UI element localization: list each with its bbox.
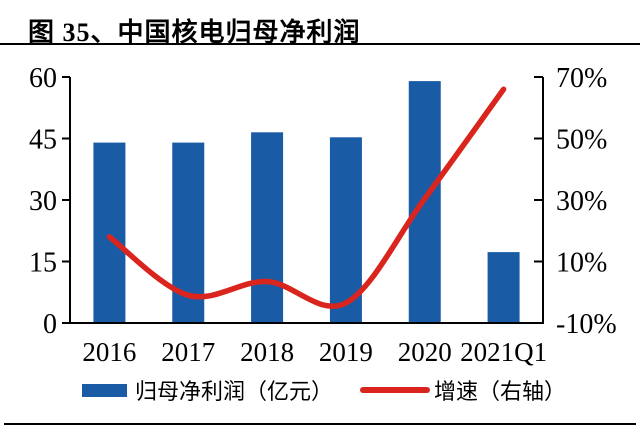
legend-bar-label: 归母净利润（亿元）	[135, 379, 334, 404]
x-axis-label-2020: 2020	[398, 337, 452, 367]
growth-line	[106, 86, 507, 309]
x-axis-label-2021Q1: 2021Q1	[460, 337, 547, 367]
legend-line-swatch	[360, 387, 431, 393]
left-axis-tick-label: 0	[43, 309, 57, 340]
left-axis-tick-label: 30	[29, 186, 57, 217]
right-axis-tick-label: -10%	[556, 309, 617, 340]
bottom-divider	[4, 423, 636, 425]
x-axis-label-2017: 2017	[161, 337, 215, 367]
right-axis-tick-label: 50%	[556, 125, 607, 156]
bar-2021Q1	[487, 252, 520, 323]
right-axis-tick-label: 10%	[556, 248, 607, 279]
figure-header: 图 35、中国核电归母净利润	[0, 0, 640, 47]
chart-legend: 归母净利润（亿元） 增速（右轴）	[82, 374, 566, 406]
bar-2018	[251, 132, 284, 323]
left-axis-tick-label: 15	[29, 248, 57, 279]
left-axis-tick-label: 60	[29, 63, 57, 94]
left-axis-tick-label: 45	[29, 125, 57, 156]
right-axis-tick-label: 30%	[556, 186, 607, 217]
legend-line-label: 增速（右轴）	[434, 379, 567, 404]
legend-bar-swatch	[82, 383, 127, 397]
x-axis-label-2019: 2019	[319, 337, 373, 367]
x-axis-label-2018: 2018	[240, 337, 294, 367]
figure-title: 图 35、中国核电归母净利润	[28, 18, 361, 47]
bar-2016	[93, 142, 126, 323]
x-axis-label-2016: 2016	[82, 337, 136, 367]
right-axis-tick-label: 70%	[556, 63, 607, 94]
